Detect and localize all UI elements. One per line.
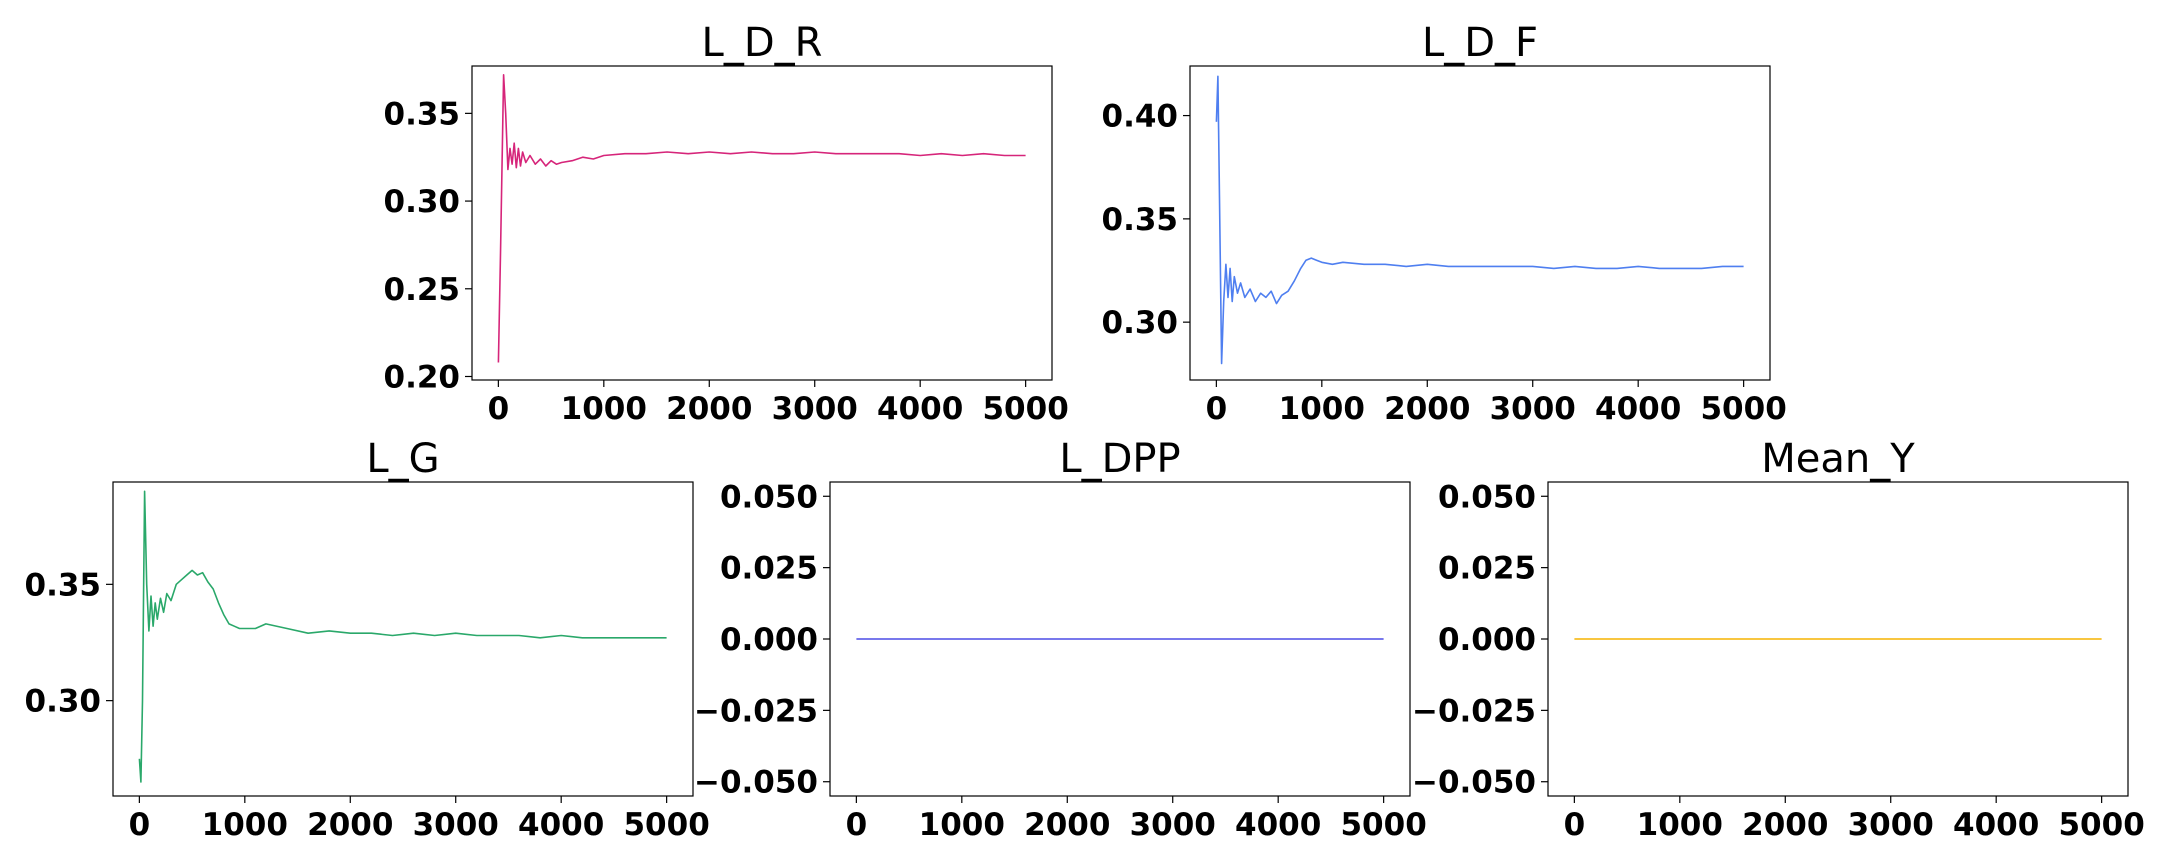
- panel-l-d-r: L_D_R 0 1000 2000 3000 4000 5000 0.20 0.25 0.30 0.…: [384, 20, 1069, 427]
- y-tick-label: 0.35: [1102, 202, 1179, 238]
- x-tick-label: 4000: [877, 391, 963, 427]
- x-tick-label: 3000: [772, 391, 858, 427]
- panel-l-d-f: L_D_F 0 1000 2000 3000 4000 5000 0.30 0.35 0.40: [1102, 20, 1787, 427]
- panel-title: L_D_F: [1422, 20, 1538, 66]
- panel-mean-y: Mean_Y 0 1000 2000 3000 4000 5000 −0.050 −0.025 0…: [1412, 436, 2145, 843]
- x-tick-label: 2000: [666, 391, 752, 427]
- panel-title: Mean_Y: [1761, 436, 1915, 482]
- panel-title: L_D_R: [702, 20, 823, 66]
- y-tick-label: 0.025: [1438, 551, 1536, 587]
- y-tick-label: 0.40: [1102, 99, 1179, 135]
- panel-title: L_G: [366, 436, 439, 482]
- plot-frame: [112, 481, 694, 797]
- y-tick-label: 0.000: [720, 622, 818, 658]
- y-tick-label: 0.25: [384, 272, 461, 308]
- x-tick-label: 1000: [1637, 807, 1723, 843]
- x-tick-label: 5000: [1340, 807, 1426, 843]
- x-tick-label: 3000: [413, 807, 499, 843]
- y-tick-label: 0.35: [384, 96, 461, 132]
- x-tick-label: 0: [846, 807, 868, 843]
- y-tick-label: 0.025: [720, 551, 818, 587]
- x-tick-label: 4000: [1595, 391, 1681, 427]
- x-tick-label: 2000: [1384, 391, 1470, 427]
- x-tick-label: 4000: [1953, 807, 2039, 843]
- x-tick-label: 1000: [561, 391, 647, 427]
- x-tick-label: 2000: [307, 807, 393, 843]
- x-tick-label: 1000: [202, 807, 288, 843]
- plot-frame: [471, 65, 1053, 381]
- series-line: [138, 490, 667, 783]
- y-tick-label: −0.025: [694, 693, 818, 729]
- y-tick-label: 0.30: [384, 184, 461, 220]
- y-tick-label: −0.025: [1412, 693, 1536, 729]
- y-tick-label: 0.000: [1438, 622, 1536, 658]
- panel-l-dpp: L_DPP 0 1000 2000 3000 4000 5000 −0.050 −0.025 0.…: [694, 436, 1427, 843]
- x-tick-label: 5000: [1700, 391, 1786, 427]
- x-tick-label: 1000: [1279, 391, 1365, 427]
- y-tick-label: 0.35: [25, 567, 102, 603]
- x-tick-label: 5000: [2058, 807, 2144, 843]
- x-tick-label: 3000: [1490, 391, 1576, 427]
- plot-frame: [1189, 65, 1771, 381]
- y-tick-label: 0.20: [384, 359, 461, 395]
- panel-l-g: L_G 0 1000 2000 3000 4000 5000 0.30 0.35: [25, 436, 710, 843]
- y-tick-label: 0.30: [1102, 305, 1179, 341]
- series-line: [497, 74, 1026, 363]
- x-tick-label: 0: [488, 391, 510, 427]
- y-tick-label: 0.050: [1438, 479, 1536, 515]
- x-tick-label: 1000: [919, 807, 1005, 843]
- panel-title: L_DPP: [1059, 436, 1180, 482]
- x-tick-label: 3000: [1130, 807, 1216, 843]
- y-tick-label: 0.050: [720, 479, 818, 515]
- x-tick-label: 0: [1206, 391, 1228, 427]
- x-tick-label: 0: [1564, 807, 1586, 843]
- x-tick-label: 2000: [1742, 807, 1828, 843]
- series-line: [1215, 75, 1744, 365]
- x-tick-label: 5000: [623, 807, 709, 843]
- x-tick-label: 4000: [1235, 807, 1321, 843]
- x-tick-label: 2000: [1024, 807, 1110, 843]
- y-tick-label: −0.050: [1412, 765, 1536, 801]
- x-tick-label: 5000: [982, 391, 1068, 427]
- x-tick-label: 0: [129, 807, 151, 843]
- y-tick-label: 0.30: [25, 684, 102, 720]
- y-tick-label: −0.050: [694, 765, 818, 801]
- x-tick-label: 4000: [518, 807, 604, 843]
- x-tick-label: 3000: [1848, 807, 1934, 843]
